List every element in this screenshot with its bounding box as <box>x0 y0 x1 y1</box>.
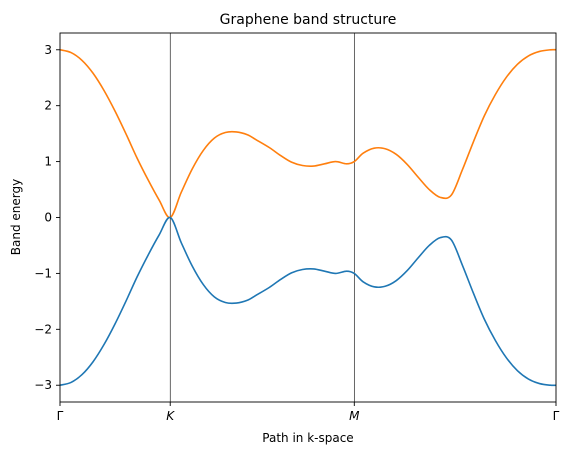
y-tick-label-6: 3 <box>44 43 52 57</box>
y-tick-label-2: −1 <box>34 266 52 280</box>
y-axis-label: Band energy <box>9 179 23 255</box>
plot-frame <box>60 33 556 402</box>
x-tick-label-3: Γ <box>553 409 560 423</box>
y-tick-label-0: −3 <box>34 378 52 392</box>
plot-area: −3 −2 −1 0 1 2 3 Γ K M Γ <box>34 33 559 423</box>
x-tick-label-2: M <box>349 409 360 423</box>
y-tick-label-1: −2 <box>34 322 52 336</box>
y-tick-label-4: 1 <box>44 155 52 169</box>
x-tick-label-0: Γ <box>57 409 64 423</box>
x-tick-label-1: K <box>166 409 175 423</box>
band-line-1 <box>60 217 556 385</box>
band-line-0 <box>60 50 556 218</box>
x-axis-label: Path in k-space <box>262 431 353 445</box>
y-tick-label-5: 2 <box>44 99 52 113</box>
y-tick-label-3: 0 <box>44 211 52 225</box>
chart-title: Graphene band structure <box>220 12 397 28</box>
